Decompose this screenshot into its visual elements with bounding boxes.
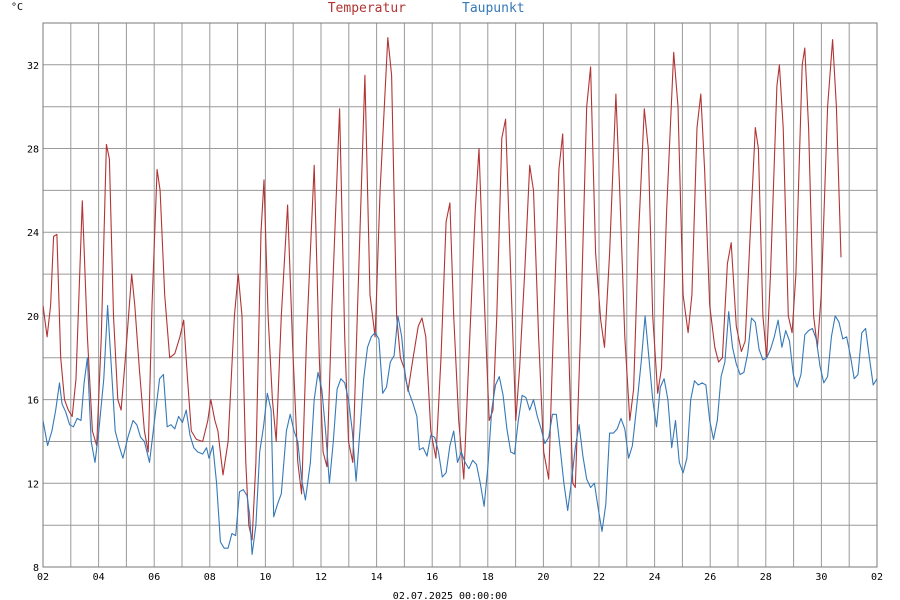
x-tick-label: 30 <box>815 572 827 583</box>
x-tick-label: 10 <box>259 572 271 583</box>
axis-labels: 02 04 06 08 10 12 14 16 18 20 22 24 26 28 30 0281216202… <box>27 61 883 583</box>
series-line-taupunkt <box>43 304 877 555</box>
footer-date: 02.07.2025 00:00:00 <box>393 591 507 600</box>
x-tick-label: 26 <box>704 572 716 583</box>
y-tick-label: 8 <box>33 563 39 574</box>
y-tick-label: 32 <box>27 61 39 72</box>
x-tick-label: 12 <box>315 572 327 583</box>
plot-area <box>43 37 877 555</box>
x-tick-label: 02 <box>37 572 49 583</box>
series-line-temperatur <box>43 37 842 541</box>
x-tick-label: 20 <box>537 572 549 583</box>
plot-frame <box>42 22 878 568</box>
y-tick-label: 12 <box>27 479 39 490</box>
grid <box>42 22 878 568</box>
y-tick-label: 24 <box>27 228 39 239</box>
x-tick-label: 08 <box>204 572 216 583</box>
chart-title-temperature: Temperatur <box>328 1 406 16</box>
x-tick-label: 02 <box>871 572 883 583</box>
x-tick-label: 14 <box>371 572 383 583</box>
x-tick-label: 16 <box>426 572 438 583</box>
x-tick-label: 04 <box>93 572 105 583</box>
x-tick-label: 06 <box>148 572 160 583</box>
x-tick-label: 28 <box>760 572 772 583</box>
chart-title-dewpoint: Taupunkt <box>462 1 525 16</box>
x-tick-label: 22 <box>593 572 605 583</box>
y-unit-label: °C <box>11 2 23 13</box>
x-tick-label: 24 <box>649 572 661 583</box>
y-tick-label: 16 <box>27 396 39 407</box>
x-tick-label: 18 <box>482 572 494 583</box>
y-tick-label: 28 <box>27 145 39 156</box>
y-tick-label: 20 <box>27 312 39 323</box>
